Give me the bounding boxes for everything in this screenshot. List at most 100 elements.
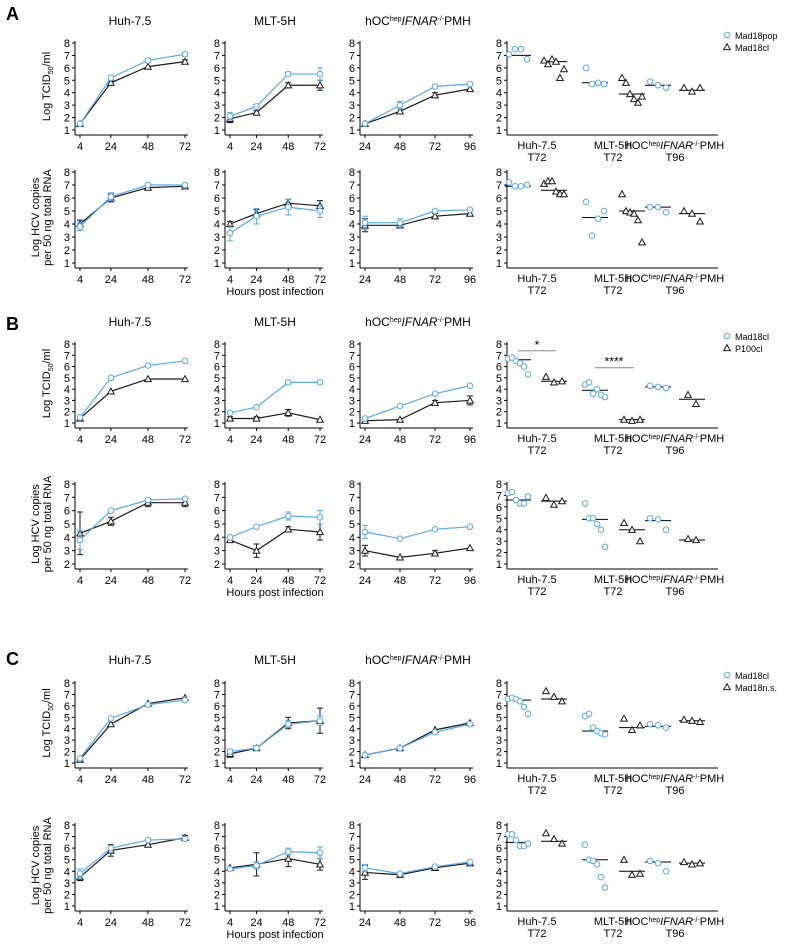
series-line bbox=[365, 209, 471, 224]
y-tick-label: 7 bbox=[349, 689, 355, 701]
x-tick-label: 72 bbox=[429, 434, 441, 446]
circle-marker bbox=[396, 870, 404, 877]
triangle-marker bbox=[539, 56, 549, 64]
y-tick-label: 8 bbox=[349, 820, 355, 832]
series-line bbox=[229, 720, 321, 753]
y-tick-label: 6 bbox=[214, 193, 220, 205]
circle-marker bbox=[76, 223, 84, 230]
triangle-marker bbox=[559, 64, 569, 73]
text-span: IFNAR bbox=[660, 773, 693, 785]
x-tick-label: 72 bbox=[429, 274, 441, 286]
scatter-chart: 12345678Huh-7.5T72MLT-5HT72hOChepIFNAR-/… bbox=[496, 479, 724, 598]
x-tick-label: 96 bbox=[464, 575, 476, 587]
circle-marker bbox=[593, 385, 601, 393]
y-tick-label: 1 bbox=[214, 901, 220, 913]
circle-marker bbox=[107, 507, 115, 514]
x-tick-label: 4 bbox=[227, 274, 233, 286]
triangle-marker bbox=[555, 73, 565, 81]
circle-marker bbox=[284, 379, 292, 386]
text-span: hOC bbox=[626, 433, 649, 445]
circle-marker bbox=[505, 179, 513, 186]
y-tick-label: 7 bbox=[214, 492, 220, 504]
circle-marker bbox=[582, 64, 590, 72]
y-axis-title: per 50 ng total RNA bbox=[42, 475, 54, 572]
circle-marker bbox=[512, 836, 520, 844]
y-tick-label: 1 bbox=[349, 758, 355, 770]
series-line bbox=[229, 73, 320, 117]
triangle-marker bbox=[551, 187, 561, 195]
circle-marker bbox=[431, 728, 439, 736]
group-label: T72 bbox=[528, 586, 547, 598]
circle-marker bbox=[589, 857, 597, 865]
y-tick-label: 1 bbox=[496, 758, 502, 770]
x-tick-label: 72 bbox=[179, 434, 191, 446]
circle-marker bbox=[316, 717, 324, 725]
y-tick-label: 3 bbox=[496, 100, 502, 112]
y-tick-label: 5 bbox=[496, 513, 502, 525]
y-tick-label: 2 bbox=[496, 407, 502, 419]
text-span: /ml bbox=[41, 349, 53, 364]
circle-marker bbox=[654, 203, 662, 211]
circle-marker bbox=[520, 703, 528, 711]
text-span: PMH bbox=[444, 315, 471, 329]
x-tick-label: 48 bbox=[282, 917, 294, 929]
group-label: T72 bbox=[528, 152, 547, 164]
group-label: T72 bbox=[528, 445, 547, 457]
y-tick-label: 6 bbox=[496, 843, 502, 855]
x-tick-label: 48 bbox=[142, 141, 154, 153]
group-label-hoc: hOChepIFNAR-/-PMH bbox=[626, 916, 724, 928]
text-span: /ml bbox=[41, 688, 53, 703]
circle-marker bbox=[431, 526, 439, 533]
x-tick-label: 96 bbox=[464, 434, 476, 446]
triangle-marker bbox=[180, 374, 190, 383]
triangle-marker bbox=[284, 854, 293, 862]
group-label: Huh-7.5 bbox=[517, 916, 556, 928]
text-span: -/- bbox=[693, 434, 700, 441]
series-line bbox=[364, 385, 471, 420]
text-span: -/- bbox=[693, 274, 700, 281]
series-line bbox=[365, 213, 471, 226]
y-tick-label: 4 bbox=[64, 866, 70, 878]
circle-marker bbox=[361, 219, 369, 226]
series-line bbox=[364, 88, 471, 125]
x-tick-label: 48 bbox=[394, 274, 406, 286]
triangle-marker bbox=[143, 840, 153, 848]
y-tick-label: 1 bbox=[496, 559, 502, 571]
x-tick-label: 4 bbox=[77, 774, 83, 786]
y-tick-label: 4 bbox=[214, 219, 220, 231]
circle-marker bbox=[76, 755, 84, 762]
group-label: MLT-5H bbox=[594, 916, 632, 928]
text-span: IFNAR bbox=[660, 574, 693, 586]
legend-label: Mad18n.s. bbox=[735, 683, 777, 693]
y-tick-label: 4 bbox=[349, 866, 355, 878]
group-label: Huh-7.5 bbox=[517, 433, 556, 445]
x-tick-label: 72 bbox=[314, 575, 326, 587]
triangle-marker bbox=[143, 374, 153, 383]
text-span: hOC bbox=[626, 273, 649, 285]
column-title: Huh-7.5 bbox=[109, 653, 152, 667]
x-tick-label: 24 bbox=[105, 917, 117, 929]
triangle-marker bbox=[395, 107, 405, 115]
y-tick-label: 6 bbox=[349, 701, 355, 713]
triangle-marker bbox=[180, 57, 190, 65]
circle-marker bbox=[144, 701, 152, 709]
group-label: T72 bbox=[528, 928, 547, 940]
triangle-marker bbox=[395, 553, 405, 561]
triangle-marker bbox=[360, 868, 370, 876]
legend: Mad18cl P100cl bbox=[722, 332, 769, 354]
x-tick-label: 24 bbox=[105, 141, 117, 153]
triangle-marker bbox=[619, 714, 629, 722]
scatter-chart: 12345678Huh-7.5T72MLT-5HT72hOChepIFNAR-/… bbox=[496, 38, 724, 164]
y-tick-label: 2 bbox=[496, 113, 502, 125]
y-tick-label: 6 bbox=[214, 362, 220, 374]
triangle-marker bbox=[687, 716, 697, 724]
circle-marker bbox=[646, 720, 654, 728]
y-tick-label: 8 bbox=[496, 479, 502, 491]
circle-marker bbox=[466, 382, 474, 390]
y-tick-label: 8 bbox=[349, 339, 355, 351]
